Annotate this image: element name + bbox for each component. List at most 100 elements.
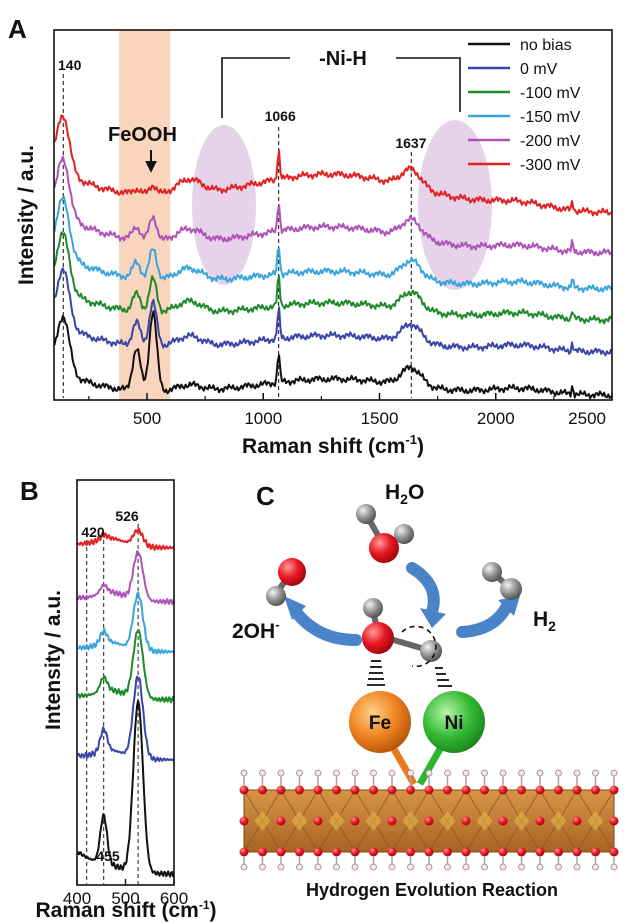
bottom-hydrogen — [499, 863, 507, 871]
bottom-hydrogen — [462, 863, 470, 871]
hydroxide-molecule — [266, 558, 306, 606]
x-tick-label: 2000 — [477, 409, 515, 428]
series-line-minus-200-mV — [53, 155, 612, 257]
lattice-oxygen — [535, 816, 545, 826]
bottom-hydrogen — [610, 863, 618, 871]
surface-hydrogen — [259, 769, 266, 777]
h2-label: H2 — [533, 608, 556, 634]
bottom-hydrogen — [573, 863, 581, 871]
bottom-hydrogen — [518, 863, 525, 871]
lattice-oxygen — [572, 816, 582, 826]
metal-center — [587, 811, 604, 831]
panel-a-x-ticks: 500 1000 1500 2000 2500 — [88, 393, 613, 428]
lattice-oxygen — [350, 816, 360, 826]
peak-guide-lines — [62, 74, 412, 398]
panel-c-scheme: C H2O 2OH- H2 — [232, 481, 619, 900]
lattice-oxygen — [461, 847, 471, 857]
lattice-oxygen — [609, 785, 619, 795]
panel-b-series-line — [77, 550, 175, 605]
lattice-oxygen — [406, 847, 415, 857]
lattice-oxygen — [554, 785, 563, 795]
h2o-label: H2O — [385, 481, 424, 507]
legend-entry: -200 mV — [520, 133, 581, 150]
adsorbed-water — [362, 598, 442, 668]
ni-h-ellipse-right — [418, 120, 492, 290]
metal-center — [291, 811, 308, 831]
h2-release-arrow-head — [498, 596, 520, 616]
panel-a-letter: A — [8, 14, 27, 44]
lattice-oxygen — [535, 847, 545, 857]
metal-center — [402, 811, 419, 831]
panel-a: A 500 1000 1500 2000 2500 140 1066 1637 FeOO… — [8, 14, 613, 458]
panel-b-x-axis-label: Raman shift (cm-1) — [35, 898, 216, 922]
lattice-oxygen — [498, 816, 508, 826]
lattice-oxygen — [609, 816, 619, 826]
bottom-hydrogen — [536, 863, 544, 871]
lattice-oxygen — [239, 816, 249, 826]
oxide-support-slab — [239, 769, 619, 871]
peak-label-526: 526 — [115, 508, 139, 524]
lattice-oxygen — [239, 785, 249, 795]
surface-hydrogen — [592, 769, 599, 777]
fe-label: Fe — [369, 713, 391, 734]
panel-b-series-line — [77, 699, 175, 878]
bottom-hydrogen — [259, 863, 266, 871]
adsorption-arrow-head — [420, 608, 446, 628]
legend-entry: -150 mV — [520, 109, 581, 126]
lattice-oxygen — [591, 785, 600, 795]
bottom-hydrogen — [296, 863, 303, 871]
oh-release-arrow-head — [284, 596, 306, 620]
lattice-oxygen — [387, 847, 397, 857]
fe-atom — [349, 691, 411, 753]
lattice-oxygen — [258, 847, 267, 857]
panel-c-letter: C — [256, 481, 275, 511]
bottom-hydrogen — [444, 863, 451, 871]
panel-b-series-line — [77, 629, 175, 704]
x-tick-label: 1500 — [361, 409, 399, 428]
bottom-hydrogen — [425, 863, 433, 871]
lattice-oxygen — [387, 816, 397, 826]
lattice-oxygen — [369, 785, 378, 795]
legend-entry: 0 mV — [520, 61, 558, 78]
lattice-oxygen — [369, 847, 378, 857]
surface-hydrogen — [518, 769, 525, 777]
panel-b-letter: B — [20, 476, 39, 506]
lattice-oxygen — [461, 816, 471, 826]
lattice-oxygen — [350, 785, 360, 795]
panel-b-tick-label: 400 — [63, 889, 91, 908]
legend-entry: -100 mV — [520, 85, 581, 102]
lattice-oxygen — [332, 847, 341, 857]
lattice-oxygen — [350, 847, 360, 857]
panel-b-series-line — [77, 675, 175, 763]
water-molecule — [356, 504, 414, 563]
surface-hydrogen — [444, 769, 451, 777]
lattice-oxygen — [313, 785, 323, 795]
panel-b-y-axis-label: Intensity / a.u. — [42, 590, 65, 730]
bottom-hydrogen — [481, 863, 488, 871]
ni-label: Ni — [445, 713, 464, 734]
surface-hydrogen — [536, 769, 544, 777]
lattice-oxygen — [276, 816, 286, 826]
lattice-oxygen — [498, 785, 508, 795]
lattice-oxygen — [517, 785, 526, 795]
x-tick-label: 2500 — [568, 409, 606, 428]
reaction-title: Hydrogen Evolution Reaction — [306, 880, 558, 900]
panel-a-plot: 500 1000 1500 2000 2500 — [53, 29, 613, 428]
series-line-no-bias — [53, 310, 612, 400]
lattice-oxygen — [572, 785, 582, 795]
bond-break-indicator — [401, 625, 437, 668]
lattice-oxygen — [313, 816, 323, 826]
bottom-hydrogen — [333, 863, 340, 871]
adsorption-arrow — [406, 562, 440, 618]
lattice-oxygen — [295, 785, 304, 795]
series-line-0-mV — [53, 267, 613, 357]
lattice-oxygen — [258, 785, 267, 795]
surface-hydrogen — [296, 769, 303, 777]
spectra-series-a — [53, 114, 613, 400]
legend-entry: -300 mV — [520, 157, 581, 174]
lattice-oxygen — [332, 785, 341, 795]
bottom-hydrogen — [388, 863, 396, 871]
lattice-oxygen — [443, 847, 452, 857]
surface-hydrogen — [333, 769, 340, 777]
bottom-hydrogen — [314, 863, 322, 871]
